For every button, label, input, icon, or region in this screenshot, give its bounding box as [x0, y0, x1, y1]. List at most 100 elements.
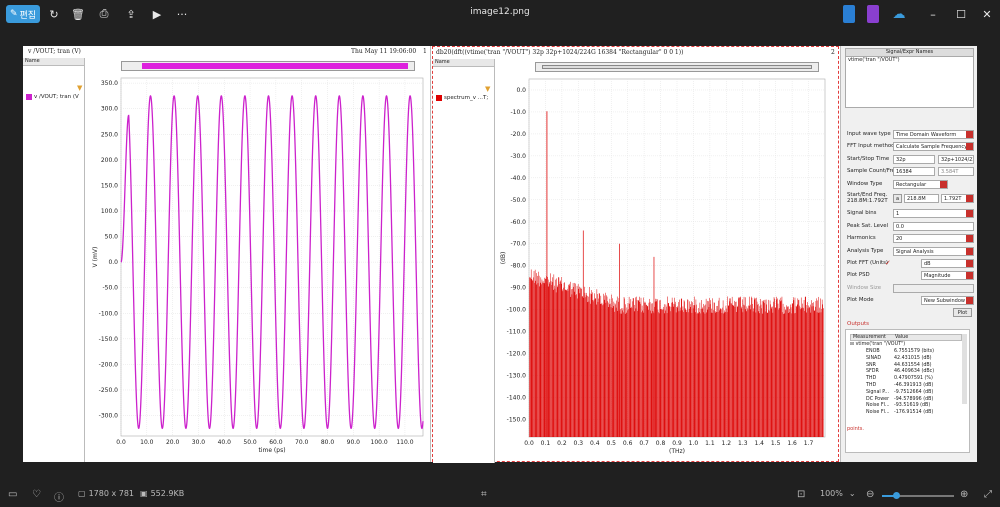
zoom-in-icon[interactable]: ⊕: [960, 489, 969, 500]
y-tick-label: -100.0: [507, 307, 527, 314]
y-tick-label: 100.0: [101, 208, 118, 215]
rotate-icon[interactable]: ↻: [49, 7, 59, 21]
outputs-col-value: Value: [895, 335, 909, 340]
window-type-select[interactable]: Rectangular: [893, 180, 948, 189]
pane1-zoom-scrollbar[interactable]: [121, 61, 415, 71]
y-tick-label: 0.0: [516, 87, 526, 94]
more-options-button[interactable]: ···: [176, 7, 188, 21]
plot-fft-checkbox[interactable]: ✓: [885, 259, 891, 267]
window-size-field[interactable]: [893, 284, 974, 293]
close-button[interactable]: ✕: [982, 7, 992, 21]
outputs-scrollbar[interactable]: [962, 334, 967, 404]
x-tick-label: 1.2: [722, 440, 732, 447]
start-freq-field[interactable]: 218.8M: [904, 194, 939, 203]
zoom-slider-fill: [882, 495, 896, 497]
filter-icon[interactable]: ▼: [485, 85, 491, 93]
zoom-out-icon[interactable]: ⊖: [866, 489, 875, 500]
pane2-name-column: Name ▼ spectrum_v ...T;: [433, 59, 495, 463]
zoom-slider-thumb[interactable]: [893, 492, 900, 499]
plot-mode-select[interactable]: New Subwindow: [921, 296, 974, 305]
y-tick-label: -120.0: [507, 351, 527, 358]
signal-entry[interactable]: vtime('tran "/VOUT"): [848, 57, 900, 63]
filmstrip-icon[interactable]: ▭: [8, 489, 18, 500]
fft-input-label: FFT Input method: [847, 143, 895, 149]
edit-button[interactable]: ✎ 편집: [6, 5, 40, 23]
x-tick-label: 1.6: [787, 440, 797, 447]
pane1-scroll-thumb[interactable]: [142, 63, 408, 69]
points-label: points.: [847, 426, 864, 432]
window-size-label: Window Size: [847, 285, 882, 291]
y-axis-label: (dB): [500, 252, 507, 265]
plot-fft-units-select[interactable]: dB: [921, 259, 974, 268]
title-bar: ✎ 편집 ↻ 🗑 ⎙ ⇪ ▶ ··· image12.png ☁ – ☐ ✕: [0, 0, 1000, 28]
onedrive-icon[interactable]: ☁: [892, 6, 906, 22]
end-freq-field[interactable]: 1.792T: [941, 194, 974, 203]
waveform-pane-2[interactable]: db20(dft((vtime('tran "/VOUT") 32p 32p+1…: [432, 46, 839, 463]
sample-count-field[interactable]: 16384: [893, 167, 935, 176]
pane2-zoom-scrollbar[interactable]: [535, 62, 819, 72]
lock-freq-icon[interactable]: a: [893, 194, 902, 203]
pane2-legend-entry[interactable]: spectrum_v ...T;: [436, 95, 488, 101]
plot-mode-label: Plot Mode: [847, 297, 874, 303]
pane2-scroll-thumb[interactable]: [542, 65, 812, 69]
zoom-select[interactable]: 100% ⌄: [820, 489, 856, 498]
output-value: 44.631554 (dB): [894, 362, 932, 368]
edit-label: 편집: [19, 10, 37, 21]
minimize-button[interactable]: –: [930, 7, 936, 21]
output-measurement: SFDR: [866, 369, 879, 375]
fft-input-select[interactable]: Calculate Sample Frequency: [893, 142, 974, 151]
delete-icon[interactable]: 🗑: [71, 7, 85, 21]
fullscreen-icon[interactable]: ⤢: [984, 489, 992, 500]
x-tick-label: 80.0: [321, 439, 335, 446]
start-stop-label: Start/Stop Time: [847, 156, 890, 162]
crop-fit-icon[interactable]: ⌗: [481, 489, 487, 500]
pane2-chart: 0.0 0.1 0.2 0.3 0.4 0.5 0.6 0.7 0.8 0.9 1.0 1.1 1.2 1…: [500, 78, 826, 455]
favorite-icon[interactable]: ♡: [32, 489, 41, 500]
share-icon[interactable]: ⇪: [126, 7, 136, 21]
filter-icon[interactable]: ▼: [77, 84, 83, 92]
harmonics-stepper[interactable]: 20: [893, 234, 974, 243]
start-time-field[interactable]: 32p: [893, 155, 935, 164]
tree-expand-icon: ⊟: [850, 342, 855, 347]
paint-app-icon[interactable]: [843, 5, 855, 23]
output-measurement: SINAD: [866, 355, 882, 361]
peak-sat-field[interactable]: 0.0: [893, 222, 974, 231]
input-wave-type-select[interactable]: Time Domain Waveform: [893, 130, 974, 139]
plot-psd-units-select[interactable]: Magnitude: [921, 271, 974, 280]
y-tick-label: -140.0: [507, 394, 527, 401]
waveform-pane-1[interactable]: v /VOUT; tran (V) Thu May 11 19:06:00 1 …: [23, 46, 431, 462]
pane1-name-column: Name ▼ v /VOUT; tran (V: [23, 58, 85, 462]
y-tick-label: -80.0: [510, 263, 526, 270]
edit-icon: ✎: [9, 9, 18, 19]
fit-window-icon[interactable]: ⊡: [797, 489, 806, 500]
slideshow-icon[interactable]: ▶: [152, 7, 162, 21]
x-tick-label: 50.0: [243, 439, 257, 446]
pane1-chart: 0.0 10.0 20.0 30.0 40.0 50.0 60.0 70.0 80.0 90.0 1…: [92, 77, 424, 454]
plot-button[interactable]: Plot: [953, 308, 972, 317]
file-size-text: 552.9KB: [150, 489, 185, 498]
maximize-button[interactable]: ☐: [956, 7, 966, 21]
y-tick-label: -100.0: [99, 310, 119, 317]
y-tick-label: 200.0: [101, 157, 118, 164]
pane1-legend-entry[interactable]: v /VOUT; tran (V: [26, 94, 79, 100]
x-tick-label: 0.0: [524, 440, 534, 447]
x-tick-label: 1.1: [705, 440, 715, 447]
outputs-label: Outputs: [847, 321, 869, 327]
y-tick-label: 300.0: [101, 106, 118, 113]
outputs-root-row[interactable]: ⊟ vtime('tran "/VOUT"): [850, 342, 905, 349]
signal-bins-stepper[interactable]: 1: [893, 209, 974, 218]
analysis-type-row: Analysis Type Signal Analysis: [847, 247, 974, 256]
input-wave-type-row: Input wave type Time Domain Waveform: [847, 130, 974, 139]
outputs-table[interactable]: Measurement Value ⊟ vtime('tran "/VOUT")…: [845, 329, 970, 453]
sample-freq-field[interactable]: 3.584T: [938, 167, 974, 176]
clipchamp-icon[interactable]: [867, 5, 879, 23]
info-icon[interactable]: ⓘ: [54, 493, 64, 504]
zoom-slider[interactable]: [882, 492, 954, 499]
y-tick-label: -150.0: [507, 416, 527, 423]
outputs-header: Measurement Value: [850, 334, 962, 341]
signal-list[interactable]: Signal/Expr Names vtime('tran "/VOUT"): [845, 48, 974, 108]
analysis-type-select[interactable]: Signal Analysis: [893, 247, 974, 256]
print-icon[interactable]: ⎙: [99, 7, 109, 20]
stop-time-field[interactable]: 32p+1024/224: [938, 155, 974, 164]
output-value: -94.578996 (dB): [894, 396, 934, 402]
